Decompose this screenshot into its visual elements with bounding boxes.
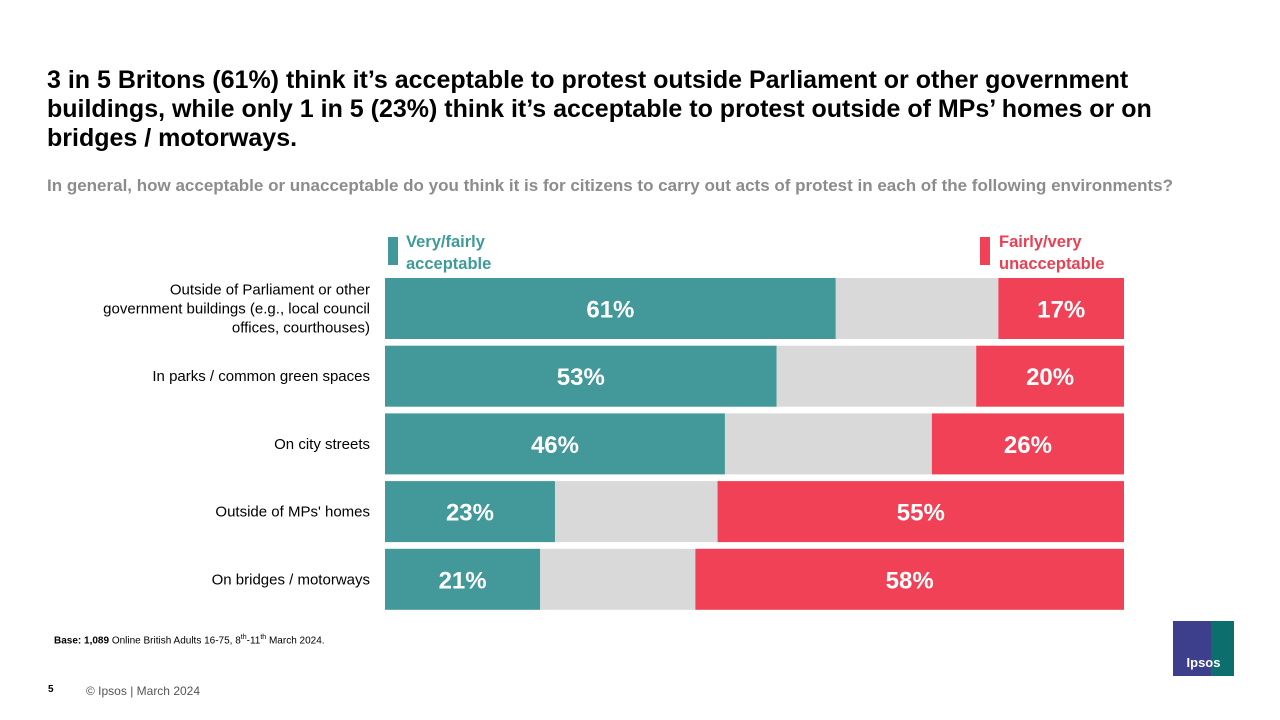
base-text-1: Online British Adults 16-75, 8 xyxy=(109,635,241,647)
bar-segment-unacceptable xyxy=(998,278,1124,339)
category-label: On bridges / motorways xyxy=(212,571,370,588)
page-number: 5 xyxy=(48,684,54,695)
date-dash: -11 xyxy=(246,635,261,647)
category-label: government buildings (e.g., local counci… xyxy=(103,301,370,318)
bar-segment-unacceptable xyxy=(717,481,1124,543)
data-label-unacceptable: 58% xyxy=(886,567,934,594)
data-label-acceptable: 46% xyxy=(531,432,579,459)
data-label-acceptable: 23% xyxy=(446,500,494,527)
legend-swatch-acceptable xyxy=(388,237,398,265)
ipsos-logo: Ipsos xyxy=(1173,621,1234,676)
bar-segment-acceptable xyxy=(385,413,725,475)
copyright: © Ipsos | March 2024 xyxy=(86,684,201,698)
legend-acceptable: Very/fairly acceptable xyxy=(406,231,491,275)
bar-segment-neutral xyxy=(835,278,999,339)
bar-segment-unacceptable xyxy=(931,413,1124,475)
category-label: Outside of Parliament or other xyxy=(170,282,370,299)
base-label: Base: 1,089 xyxy=(54,635,110,647)
data-label-unacceptable: 20% xyxy=(1026,364,1074,391)
sup-1: th xyxy=(240,634,247,641)
bar-segment-acceptable xyxy=(385,481,555,543)
bar-segment-acceptable xyxy=(385,548,541,610)
legend-acceptable-line2: acceptable xyxy=(406,255,492,273)
legend-acceptable-line1: Very/fairly xyxy=(406,233,485,251)
sup-2: th xyxy=(260,634,267,641)
data-label-acceptable: 53% xyxy=(557,364,605,391)
bar-segment-neutral xyxy=(554,481,718,543)
data-label-unacceptable: 17% xyxy=(1037,297,1085,324)
data-label-unacceptable: 26% xyxy=(1004,432,1052,459)
data-label-unacceptable: 55% xyxy=(897,500,945,527)
logo-text: Ipsos xyxy=(1186,655,1221,670)
data-label-acceptable: 61% xyxy=(586,297,634,324)
category-label: In parks / common green spaces xyxy=(152,368,370,385)
legend-unacceptable-line1: Fairly/very xyxy=(999,233,1082,251)
base-footnote: Base: 1,089 Online British Adults 16-75,… xyxy=(54,634,325,646)
survey-question: In general, how acceptable or unacceptab… xyxy=(47,176,1173,195)
category-label: offices, courthouses) xyxy=(232,320,370,337)
category-label: On city streets xyxy=(274,436,370,453)
base-text-2: March 2024. xyxy=(266,635,325,647)
bar-segment-neutral xyxy=(776,345,977,407)
legend-unacceptable-line2: unacceptable xyxy=(999,255,1105,273)
legend-swatch-unacceptable xyxy=(980,237,990,265)
bar-segment-unacceptable xyxy=(976,345,1124,407)
category-label: Outside of MPs' homes xyxy=(215,504,370,521)
legend-unacceptable: Fairly/very unacceptable xyxy=(999,231,1104,275)
bar-segment-acceptable xyxy=(385,278,836,339)
page-title: 3 in 5 Britons (61%) think it’s acceptab… xyxy=(47,66,1152,152)
bar-segment-acceptable xyxy=(385,345,777,407)
bar-segment-unacceptable xyxy=(695,548,1124,610)
logo-panel xyxy=(1173,621,1211,676)
bar-segment-neutral xyxy=(724,413,932,475)
data-label-acceptable: 21% xyxy=(439,567,487,594)
bar-segment-neutral xyxy=(540,548,696,610)
